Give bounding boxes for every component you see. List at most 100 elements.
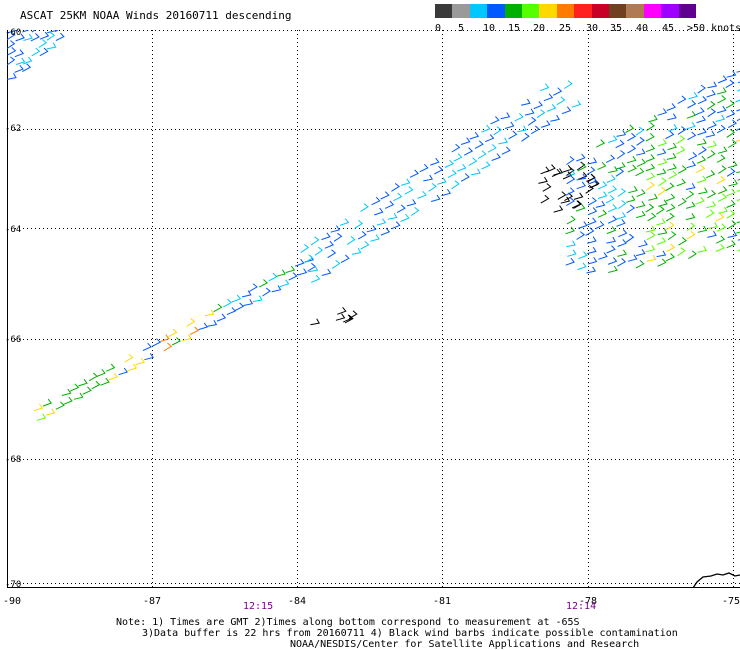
wind-barb bbox=[645, 172, 656, 181]
wind-barb bbox=[474, 140, 484, 149]
wind-barb bbox=[15, 33, 25, 42]
wind-barb bbox=[627, 144, 637, 154]
wind-barb bbox=[607, 215, 618, 224]
wind-barb bbox=[696, 115, 707, 124]
time-label: 12:14 bbox=[566, 601, 597, 612]
wind-barb bbox=[725, 100, 735, 109]
longitude-label: -75 bbox=[722, 596, 740, 607]
wind-barb bbox=[625, 124, 635, 133]
wind-barb bbox=[587, 257, 598, 265]
wind-barb bbox=[665, 221, 675, 231]
wind-barb bbox=[7, 72, 17, 80]
wind-barb bbox=[514, 113, 524, 122]
wind-barb bbox=[647, 212, 657, 222]
wind-barb bbox=[451, 143, 461, 153]
wind-barb bbox=[735, 94, 740, 103]
wind-barb bbox=[668, 170, 678, 180]
wind-barb bbox=[708, 222, 718, 229]
scale-label: 20 bbox=[533, 23, 546, 34]
note-line: 3)Data buffer is 22 hrs from 20160711 4)… bbox=[142, 628, 678, 639]
wind-barb bbox=[718, 186, 728, 195]
wind-barb bbox=[88, 372, 98, 382]
wind-barb bbox=[628, 186, 638, 194]
wind-barb bbox=[676, 146, 686, 155]
wind-barb bbox=[471, 168, 481, 176]
color-scale-swatch bbox=[678, 4, 697, 18]
wind-barb bbox=[540, 166, 550, 175]
wind-barb bbox=[666, 243, 676, 253]
wind-barb bbox=[463, 147, 474, 156]
wind-barb bbox=[297, 268, 308, 276]
wind-barb bbox=[189, 326, 200, 335]
wind-barb bbox=[727, 230, 738, 238]
wind-barb bbox=[697, 84, 706, 94]
wind-barb bbox=[726, 199, 736, 208]
wind-barb bbox=[252, 295, 263, 303]
scale-label: 25 bbox=[559, 23, 572, 34]
wind-barb bbox=[566, 215, 576, 225]
wind-barb bbox=[30, 33, 40, 42]
wind-barb bbox=[321, 268, 332, 276]
wind-barb bbox=[481, 124, 491, 133]
wind-barb bbox=[451, 180, 460, 190]
wind-barb bbox=[288, 272, 298, 281]
wind-barb bbox=[736, 171, 740, 174]
wind-barb bbox=[14, 64, 24, 73]
wind-barb bbox=[118, 367, 129, 376]
wind-barb bbox=[577, 171, 588, 180]
wind-barb bbox=[46, 42, 57, 50]
wind-barb bbox=[696, 164, 706, 173]
wind-barb bbox=[657, 138, 668, 147]
scale-label: 0 bbox=[435, 23, 442, 34]
wind-barb bbox=[42, 398, 53, 407]
color-scale-swatch bbox=[609, 4, 627, 18]
color-scale-swatch bbox=[522, 4, 540, 18]
wind-barb bbox=[500, 112, 511, 120]
longitude-label: -78 bbox=[579, 596, 598, 607]
wind-barb bbox=[198, 322, 209, 331]
color-scale-swatch bbox=[556, 4, 575, 18]
wind-barb bbox=[695, 196, 705, 205]
wind-barb bbox=[380, 227, 391, 236]
wind-barb bbox=[45, 408, 56, 416]
wind-barb bbox=[276, 269, 286, 277]
wind-barb bbox=[656, 237, 667, 245]
wind-barb bbox=[321, 232, 331, 241]
wind-barb bbox=[717, 87, 727, 95]
wind-barb bbox=[605, 154, 616, 163]
wind-barb bbox=[540, 194, 550, 204]
wind-barb bbox=[707, 140, 718, 148]
wind-barb bbox=[688, 152, 698, 161]
longitude-label: -90 bbox=[3, 596, 22, 607]
wind-barb bbox=[665, 253, 675, 262]
longitude-label: -84 bbox=[288, 596, 307, 607]
scale-label: 10 bbox=[483, 23, 496, 34]
wind-barb bbox=[577, 262, 587, 271]
graticule bbox=[7, 30, 740, 588]
wind-barb bbox=[697, 225, 708, 233]
wind-barb bbox=[666, 103, 677, 111]
wind-barb bbox=[453, 153, 463, 162]
wind-barb bbox=[615, 167, 625, 177]
wind-barb bbox=[546, 164, 556, 173]
wind-barb bbox=[564, 192, 574, 202]
wind-barb bbox=[393, 192, 403, 202]
wind-barb bbox=[577, 163, 587, 172]
wind-barb bbox=[645, 144, 656, 153]
wind-barb bbox=[636, 136, 645, 146]
wind-barb bbox=[33, 403, 44, 412]
wind-barb bbox=[608, 166, 618, 173]
wind-barb bbox=[705, 209, 715, 219]
wind-barb bbox=[636, 210, 646, 219]
wind-barb bbox=[310, 236, 320, 246]
wind-barb bbox=[617, 249, 628, 257]
wind-barb bbox=[7, 56, 16, 66]
wind-barb bbox=[607, 204, 618, 213]
wind-barb bbox=[36, 413, 47, 421]
wind-barb bbox=[587, 236, 597, 244]
wind-barb bbox=[376, 218, 387, 226]
wind-barb bbox=[391, 221, 401, 230]
wind-barb bbox=[223, 298, 233, 308]
wind-barb bbox=[234, 302, 245, 311]
wind-barb bbox=[657, 108, 668, 116]
